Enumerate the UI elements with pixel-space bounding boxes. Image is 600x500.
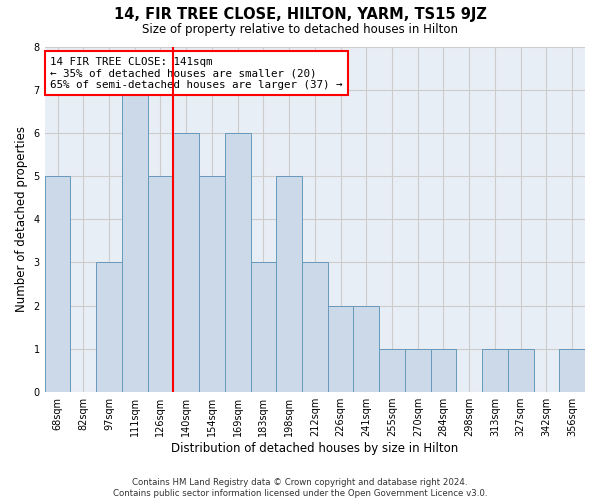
Bar — [353, 306, 379, 392]
Bar — [302, 262, 328, 392]
Bar — [199, 176, 225, 392]
Bar — [431, 349, 457, 392]
Bar — [328, 306, 353, 392]
Bar — [276, 176, 302, 392]
Bar — [122, 90, 148, 392]
Bar — [251, 262, 276, 392]
Bar — [96, 262, 122, 392]
Y-axis label: Number of detached properties: Number of detached properties — [15, 126, 28, 312]
Bar — [405, 349, 431, 392]
Bar — [173, 133, 199, 392]
Text: Size of property relative to detached houses in Hilton: Size of property relative to detached ho… — [142, 22, 458, 36]
Text: 14 FIR TREE CLOSE: 141sqm
← 35% of detached houses are smaller (20)
65% of semi-: 14 FIR TREE CLOSE: 141sqm ← 35% of detac… — [50, 57, 343, 90]
Text: Contains HM Land Registry data © Crown copyright and database right 2024.
Contai: Contains HM Land Registry data © Crown c… — [113, 478, 487, 498]
Bar — [379, 349, 405, 392]
Bar — [225, 133, 251, 392]
Bar — [148, 176, 173, 392]
Text: 14, FIR TREE CLOSE, HILTON, YARM, TS15 9JZ: 14, FIR TREE CLOSE, HILTON, YARM, TS15 9… — [113, 8, 487, 22]
Bar — [559, 349, 585, 392]
Bar — [44, 176, 70, 392]
X-axis label: Distribution of detached houses by size in Hilton: Distribution of detached houses by size … — [171, 442, 458, 455]
Bar — [508, 349, 533, 392]
Bar — [482, 349, 508, 392]
